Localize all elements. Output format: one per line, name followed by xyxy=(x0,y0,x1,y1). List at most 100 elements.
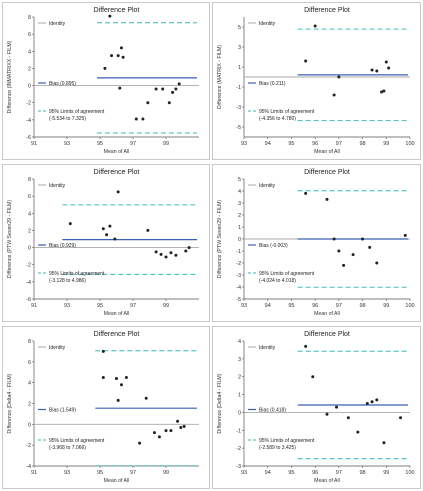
y-tick-label: 0 xyxy=(238,237,241,243)
x-tick-label: 94 xyxy=(265,303,271,309)
y-tick-label: 6 xyxy=(28,32,31,38)
legend-identity-label: Identity xyxy=(259,183,276,189)
chart-title: Difference Plot xyxy=(94,7,140,14)
data-point xyxy=(119,383,123,387)
data-point xyxy=(171,90,175,94)
data-point xyxy=(167,101,171,105)
y-tick-label: 6 xyxy=(28,360,31,366)
data-point xyxy=(380,90,384,94)
data-point xyxy=(169,429,173,433)
y-tick-label: 2 xyxy=(238,213,241,219)
data-point xyxy=(399,416,403,420)
data-point xyxy=(144,396,148,400)
legend-loa-range: (-3.128 to 4.986) xyxy=(49,278,86,284)
data-point xyxy=(375,398,379,402)
x-axis-label: Mean of All xyxy=(314,311,340,317)
x-tick-label: 99 xyxy=(383,141,389,147)
y-tick-label: -2 xyxy=(236,446,241,452)
x-tick-label: 98 xyxy=(360,303,366,309)
chart-svg: Difference Plot -5 -4 -3 -2 -1 0 1 2 3 4 5 93 94 95 96 9… xyxy=(217,169,415,317)
chart-svg: Difference Plot -6 -4 -2 0 2 4 6 8 91 93 95 97 99 Mean… xyxy=(7,169,199,317)
chart-svg: Difference Plot -4 -2 0 2 4 6 8 91 93 95 97 99 Mean o… xyxy=(7,331,199,484)
x-tick-label: 100 xyxy=(405,470,414,476)
data-point xyxy=(337,249,341,253)
y-axis-label: Difference (Delta4 - FILM) xyxy=(217,373,223,433)
legend-loa-range: (-4.024 to 4.018) xyxy=(259,278,296,284)
y-tick-label: -5 xyxy=(236,125,241,131)
x-tick-label: 91 xyxy=(31,303,37,309)
y-tick-label: -1 xyxy=(236,85,241,91)
chart-panel: Difference Plot -4 -2 0 2 4 6 8 91 93 95 97 99 Mean o… xyxy=(2,326,210,489)
data-point xyxy=(113,237,117,241)
y-tick-label: 1 xyxy=(238,393,241,399)
chart-panel: Difference Plot -5 -4 -3 -2 -1 0 1 2 3 4 5 93 94 95 96 9… xyxy=(212,164,421,322)
data-point xyxy=(141,117,145,121)
data-point xyxy=(334,405,338,409)
data-point xyxy=(375,261,379,265)
y-tick-label: -4 xyxy=(26,280,31,286)
data-point xyxy=(101,349,105,353)
data-point xyxy=(154,87,158,91)
data-point xyxy=(116,398,120,402)
y-tick-label: 8 xyxy=(28,15,31,21)
chart-panel: Difference Plot -5 -3 -1 1 3 5 93 94 95 96 97 98 99 10… xyxy=(212,2,421,160)
y-tick-label: 3 xyxy=(238,45,241,51)
y-tick-label: 4 xyxy=(28,381,31,387)
y-tick-label: 8 xyxy=(28,339,31,345)
chart-svg: Difference Plot -5 -3 -1 1 3 5 93 94 95 96 97 98 99 10… xyxy=(217,7,415,155)
y-tick-label: 2 xyxy=(238,375,241,381)
x-axis-label: Mean of All xyxy=(314,478,340,484)
y-tick-label: 2 xyxy=(28,402,31,408)
x-tick-label: 95 xyxy=(288,303,294,309)
y-axis-label: Difference (PTW Seven29 - FILM) xyxy=(7,200,13,279)
y-axis-label: Difference (MATRIX - FILM) xyxy=(217,45,223,109)
legend-bias-label: Bias (-0.003) xyxy=(259,243,288,249)
x-tick-label: 97 xyxy=(336,141,342,147)
data-point xyxy=(368,245,372,249)
data-point xyxy=(124,375,128,379)
y-tick-label: 4 xyxy=(238,339,241,345)
legend-loa-label: 95% Limits of agreement xyxy=(49,109,105,115)
data-point xyxy=(361,237,365,241)
y-tick-label: 3 xyxy=(238,357,241,363)
y-tick-label: -2 xyxy=(26,101,31,107)
data-point xyxy=(384,60,388,64)
y-axis-label: Difference (Delta4 - FILM) xyxy=(7,373,13,433)
data-point xyxy=(68,222,72,226)
legend-identity-label: Identity xyxy=(259,345,276,351)
legend-identity-label: Identity xyxy=(49,21,66,27)
y-tick-label: 5 xyxy=(238,25,241,31)
data-point xyxy=(179,425,183,429)
y-tick-label: 0 xyxy=(28,84,31,90)
x-tick-label: 97 xyxy=(336,470,342,476)
data-point xyxy=(157,435,161,439)
x-tick-label: 97 xyxy=(130,470,136,476)
data-point xyxy=(116,190,120,194)
chart-svg: Difference Plot -6 -4 -2 0 2 4 6 8 91 93 95 97 99 Mean… xyxy=(7,7,199,155)
x-tick-label: 95 xyxy=(97,141,103,147)
data-point xyxy=(311,375,315,379)
data-point xyxy=(101,375,105,379)
chart-title: Difference Plot xyxy=(304,331,350,338)
y-tick-label: -1 xyxy=(236,428,241,434)
x-axis-label: Mean of All xyxy=(104,149,130,155)
y-tick-label: -3 xyxy=(236,273,241,279)
x-tick-label: 94 xyxy=(265,141,271,147)
y-tick-label: 8 xyxy=(28,177,31,183)
data-point xyxy=(356,430,360,434)
data-point xyxy=(304,191,308,195)
data-point xyxy=(154,250,158,254)
data-point xyxy=(159,252,163,256)
legend-identity-label: Identity xyxy=(49,345,66,351)
data-point xyxy=(182,424,186,428)
data-point xyxy=(101,227,105,231)
data-point xyxy=(174,87,178,91)
y-tick-label: 3 xyxy=(238,201,241,207)
y-tick-label: 4 xyxy=(28,49,31,55)
data-point xyxy=(103,66,107,70)
x-tick-label: 93 xyxy=(64,303,70,309)
data-point xyxy=(332,93,336,97)
chart-panel: Difference Plot -6 -4 -2 0 2 4 6 8 91 93 95 97 99 Mean… xyxy=(2,2,210,160)
y-tick-label: -4 xyxy=(236,285,241,291)
